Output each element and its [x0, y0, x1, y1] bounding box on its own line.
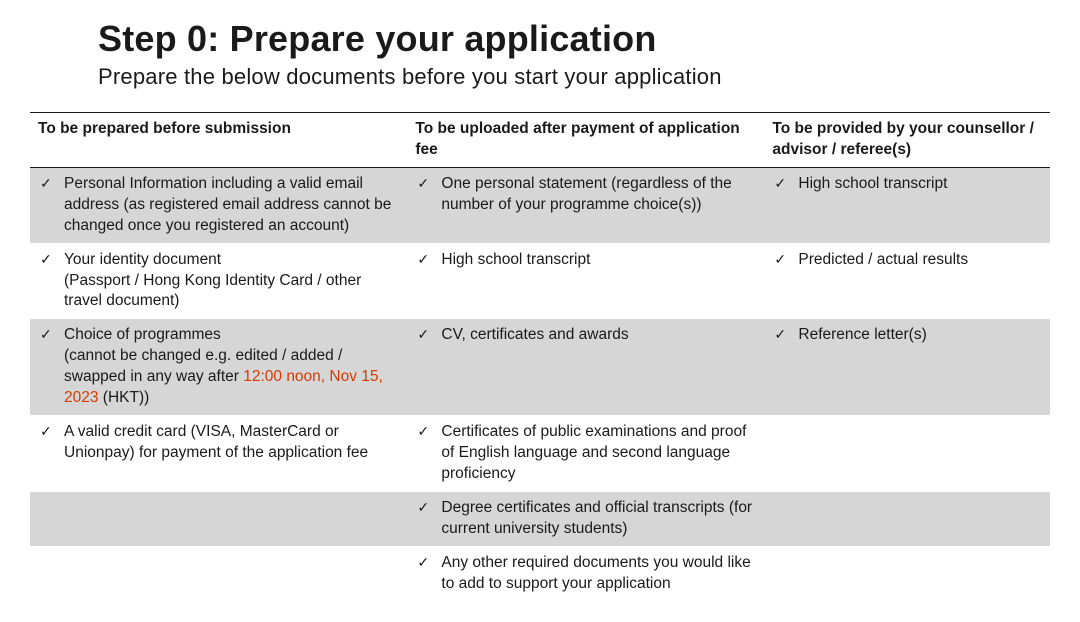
- cell-text: High school transcript: [798, 174, 1042, 195]
- cell-text: Choice of programmes (cannot be changed e…: [64, 325, 399, 409]
- col-header-before-submission: To be prepared before submission: [30, 113, 407, 168]
- cell-main-text: Certificates of public examinations and …: [441, 423, 746, 482]
- page-subtitle: Prepare the below documents before you s…: [98, 64, 1050, 90]
- document-page: Step 0: Prepare your application Prepare…: [0, 0, 1080, 622]
- check-icon: ✓: [38, 174, 54, 192]
- cell-main-text: Personal Information including a valid e…: [64, 175, 391, 234]
- table-row: ✓ Any other required documents you would …: [30, 546, 1050, 601]
- check-icon: ✓: [415, 325, 431, 343]
- cell-main-text: High school transcript: [798, 175, 947, 192]
- cell-main-text: Choice of programmes: [64, 326, 221, 343]
- cell-text: Any other required documents you would l…: [441, 553, 756, 595]
- cell-text: CV, certificates and awards: [441, 325, 756, 346]
- page-title: Step 0: Prepare your application: [98, 18, 1050, 60]
- table-row: ✓ Degree certificates and official transc…: [30, 491, 1050, 546]
- table-cell: ✓ A valid credit card (VISA, MasterCard o…: [30, 416, 407, 492]
- table-cell: [764, 491, 1050, 546]
- check-icon: ✓: [38, 325, 54, 343]
- check-icon: ✓: [415, 174, 431, 192]
- table-cell: [30, 546, 407, 601]
- cell-text: Degree certificates and official transcr…: [441, 498, 756, 540]
- table-row: ✓ Your identity document (Passport / Hong …: [30, 243, 1050, 319]
- table-cell: ✓ Degree certificates and official transc…: [407, 491, 764, 546]
- cell-text: Certificates of public examinations and …: [441, 422, 756, 485]
- table-row: ✓ A valid credit card (VISA, MasterCard o…: [30, 416, 1050, 492]
- table-cell: ✓ Predicted / actual results: [764, 243, 1050, 319]
- check-icon: ✓: [415, 422, 431, 440]
- col-header-by-counsellor: To be provided by your counsellor / advi…: [764, 113, 1050, 168]
- table-row: ✓ Choice of programmes (cannot be changed …: [30, 319, 1050, 416]
- cell-main-text: Any other required documents you would l…: [441, 554, 750, 592]
- table-body: ✓ Personal Information including a valid …: [30, 167, 1050, 601]
- table-cell: ✓ High school transcript: [764, 167, 1050, 243]
- check-icon: ✓: [772, 174, 788, 192]
- check-icon: ✓: [772, 325, 788, 343]
- table-cell: ✓ Any other required documents you would …: [407, 546, 764, 601]
- table-cell: [764, 546, 1050, 601]
- check-icon: ✓: [415, 498, 431, 516]
- table-cell: ✓ Certificates of public examinations and…: [407, 416, 764, 492]
- check-icon: ✓: [38, 422, 54, 440]
- table-cell: ✓ One personal statement (regardless of t…: [407, 167, 764, 243]
- cell-main-text: High school transcript: [441, 251, 590, 268]
- cell-text: Personal Information including a valid e…: [64, 174, 399, 237]
- cell-main-text: Predicted / actual results: [798, 251, 968, 268]
- documents-table: To be prepared before submission To be u…: [30, 112, 1050, 602]
- table-header-row: To be prepared before submission To be u…: [30, 113, 1050, 168]
- cell-main-text: Degree certificates and official transcr…: [441, 499, 752, 537]
- cell-main-text: Reference letter(s): [798, 326, 926, 343]
- cell-text: Predicted / actual results: [798, 250, 1042, 271]
- check-icon: ✓: [415, 553, 431, 571]
- table-cell: [30, 491, 407, 546]
- cell-main-text: Your identity document: [64, 251, 221, 268]
- cell-main-text: One personal statement (regardless of th…: [441, 175, 731, 213]
- cell-text: Your identity document (Passport / Hong K…: [64, 250, 399, 313]
- cell-sub-text: (cannot be changed e.g. edited / added /…: [64, 347, 383, 406]
- table-cell: ✓ Your identity document (Passport / Hong …: [30, 243, 407, 319]
- table-cell: ✓ Choice of programmes (cannot be changed …: [30, 319, 407, 416]
- check-icon: ✓: [772, 250, 788, 268]
- table-row: ✓ Personal Information including a valid …: [30, 167, 1050, 243]
- table-cell: ✓ Personal Information including a valid …: [30, 167, 407, 243]
- cell-main-text: CV, certificates and awards: [441, 326, 628, 343]
- col-header-after-payment: To be uploaded after payment of applicat…: [407, 113, 764, 168]
- check-icon: ✓: [38, 250, 54, 268]
- table-cell: ✓ Reference letter(s): [764, 319, 1050, 416]
- cell-main-text: A valid credit card (VISA, MasterCard or…: [64, 423, 368, 461]
- cell-text: High school transcript: [441, 250, 756, 271]
- cell-text: A valid credit card (VISA, MasterCard or…: [64, 422, 399, 464]
- table-cell: ✓ CV, certificates and awards: [407, 319, 764, 416]
- table-cell: ✓ High school transcript: [407, 243, 764, 319]
- cell-text: One personal statement (regardless of th…: [441, 174, 756, 216]
- check-icon: ✓: [415, 250, 431, 268]
- cell-sub-text: (Passport / Hong Kong Identity Card / ot…: [64, 272, 361, 310]
- cell-text: Reference letter(s): [798, 325, 1042, 346]
- table-cell: [764, 416, 1050, 492]
